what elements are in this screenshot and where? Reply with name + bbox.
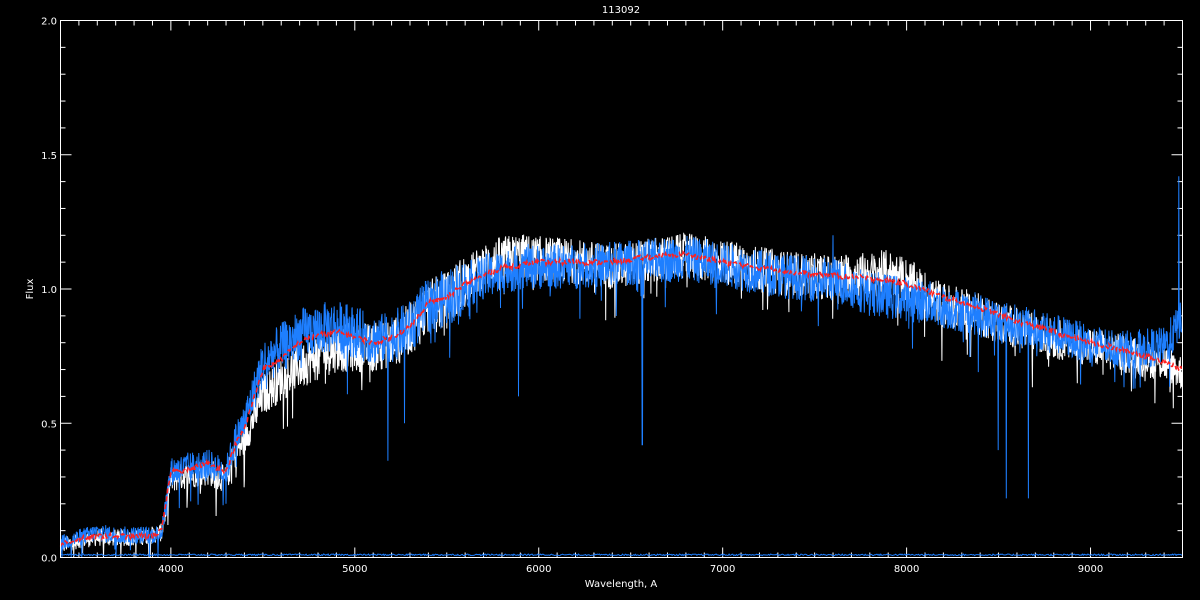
x-tick-label: 9000 [1078, 564, 1103, 575]
plot-area [59, 176, 1184, 558]
x-axis-label: Wavelength, A [585, 579, 658, 590]
x-tick-label: 8000 [894, 564, 919, 575]
y-tick-label: 0.5 [41, 419, 57, 430]
y-tick-labels: 0.0 0.5 1.0 1.5 2.0 [41, 17, 57, 565]
x-tick-labels: 4000 5000 6000 7000 8000 9000 [158, 564, 1103, 575]
series-line-3 [60, 553, 1183, 557]
x-tick-label: 7000 [710, 564, 735, 575]
x-tick-label: 6000 [526, 564, 551, 575]
chart-title: 113092 [602, 5, 640, 16]
series-line-2 [59, 250, 1184, 547]
plot-frame [60, 20, 1183, 558]
y-tick-label: 1.5 [41, 151, 57, 162]
y-tick-label: 1.0 [41, 285, 57, 296]
y-tick-label: 0.0 [41, 554, 57, 565]
x-tick-label: 4000 [158, 564, 183, 575]
y-tick-label: 2.0 [41, 17, 57, 28]
y-axis-label: Flux [25, 279, 36, 300]
x-tick-label: 5000 [342, 564, 367, 575]
